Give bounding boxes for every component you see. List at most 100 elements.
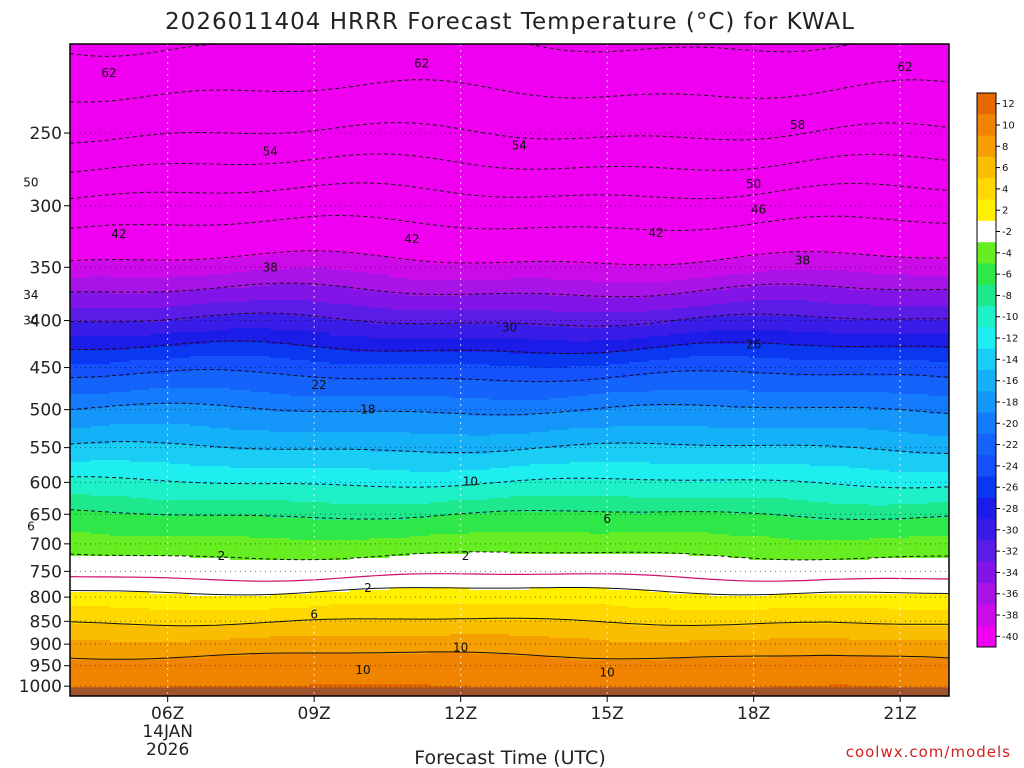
field-cell — [769, 428, 790, 446]
field-cell — [649, 336, 671, 348]
field-cell — [729, 356, 751, 372]
field-cell — [489, 532, 511, 552]
field-cell — [609, 392, 631, 408]
field-cell — [329, 504, 351, 520]
field-cell — [269, 344, 291, 358]
field-cell — [729, 464, 751, 480]
field-cell — [469, 264, 491, 280]
field-cell — [349, 654, 371, 684]
field-cell — [869, 334, 890, 348]
field-cell — [449, 414, 471, 434]
field-cell — [769, 44, 790, 254]
field-cell — [149, 610, 171, 626]
field-cell — [189, 536, 211, 558]
field-cell — [209, 288, 231, 302]
field-cell — [789, 446, 810, 464]
field-cell — [409, 412, 431, 434]
field-cell — [569, 382, 591, 396]
field-cell — [909, 44, 930, 258]
field-cell — [769, 446, 790, 464]
field-cell — [769, 300, 790, 316]
field-cell — [349, 432, 371, 450]
field-cell — [629, 426, 651, 444]
field-cell — [249, 610, 271, 624]
isotherm-line — [70, 651, 949, 660]
field-cell — [149, 388, 171, 404]
field-cell — [489, 44, 511, 264]
field-cell — [289, 268, 311, 284]
contour-label: 26 — [746, 338, 761, 352]
contour-label: 58 — [790, 118, 805, 132]
field-cell — [389, 470, 411, 488]
field-cell — [209, 656, 231, 686]
field-cell — [729, 372, 751, 390]
colorbar-swatch — [977, 199, 996, 222]
field-cell — [549, 430, 571, 448]
field-cell — [809, 376, 830, 392]
field-cell — [189, 446, 211, 466]
credit-text[interactable]: coolwx.com/models — [846, 743, 1011, 761]
field-cell — [70, 462, 91, 478]
field-cell — [489, 324, 511, 338]
field-cell — [349, 558, 371, 590]
x-tick-label: 12Z — [444, 704, 477, 724]
field-cell — [769, 254, 790, 270]
x-tick-label: 21Z — [884, 704, 917, 724]
field-cell — [789, 518, 810, 540]
field-cell — [70, 378, 91, 394]
field-cell — [869, 348, 890, 360]
field-cell — [349, 636, 371, 654]
field-cell — [709, 446, 731, 464]
field-cell — [549, 280, 571, 296]
field-cell — [110, 592, 131, 608]
contour-label: 62 — [897, 60, 912, 74]
field-cell — [669, 320, 691, 334]
field-cell — [329, 604, 351, 620]
field-cell — [729, 330, 751, 344]
field-cell — [849, 520, 870, 540]
field-cell — [889, 432, 910, 452]
field-cell — [329, 468, 351, 486]
field-cell — [189, 500, 211, 516]
field-cell — [849, 656, 870, 686]
isotherm-line — [70, 617, 949, 627]
field-cell — [489, 338, 511, 352]
field-cell — [549, 532, 571, 554]
field-cell — [129, 348, 151, 360]
colorbar: 12 10 8 6 4 2 -2 -4 -6 -8 -10 -12 -14 -16 -18 -20 -22 -24… — [976, 92, 1018, 648]
y-tick-label: 850 — [30, 612, 62, 632]
field-cell — [849, 448, 870, 468]
field-cell — [129, 608, 151, 626]
field-cell — [869, 392, 890, 410]
field-cell — [249, 256, 271, 270]
field-cell — [889, 538, 910, 558]
field-cell — [689, 344, 711, 356]
field-cell — [149, 292, 171, 308]
field-cell — [569, 342, 591, 354]
field-cell — [389, 324, 411, 338]
field-cell — [249, 392, 271, 410]
field-cell — [869, 256, 890, 274]
field-cell — [589, 640, 611, 660]
field-cell — [129, 462, 151, 480]
field-cell — [689, 406, 711, 426]
field-cell — [469, 454, 491, 470]
field-cell — [289, 346, 311, 360]
field-cell — [249, 538, 271, 560]
field-cell — [389, 620, 411, 636]
field-cell — [409, 310, 431, 324]
field-cell — [229, 624, 251, 638]
field-cell — [529, 278, 551, 294]
field-cell — [749, 330, 770, 344]
field-cell — [149, 262, 171, 278]
field-cell — [809, 408, 830, 428]
field-cell — [749, 358, 770, 374]
contour-label: 42 — [404, 232, 419, 246]
field-cell — [829, 520, 850, 540]
field-cell — [709, 290, 731, 304]
field-cell — [149, 516, 171, 536]
contour-label: 42 — [111, 227, 126, 241]
field-cell — [689, 610, 711, 626]
field-cell — [469, 364, 491, 380]
field-cell — [110, 322, 131, 336]
